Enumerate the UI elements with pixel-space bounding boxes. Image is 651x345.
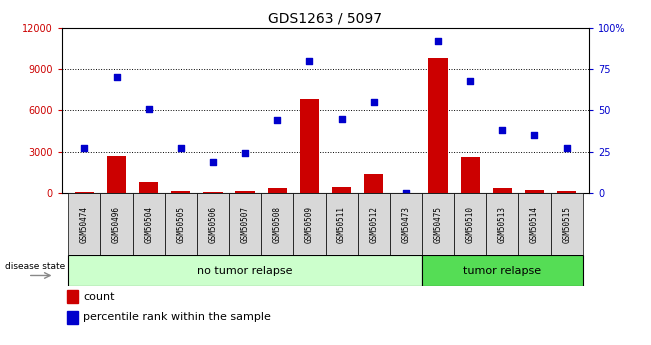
Text: GSM50512: GSM50512 <box>369 206 378 243</box>
Bar <box>390 193 422 255</box>
Bar <box>236 191 255 193</box>
Bar <box>299 99 319 193</box>
Bar <box>422 255 583 286</box>
Point <box>304 58 314 63</box>
Point <box>561 146 572 151</box>
Text: GSM50473: GSM50473 <box>402 206 410 243</box>
Bar <box>68 193 100 255</box>
Text: count: count <box>83 292 115 302</box>
Point <box>337 116 347 121</box>
Point <box>176 146 186 151</box>
Bar <box>332 187 352 193</box>
Bar <box>165 193 197 255</box>
Bar <box>364 174 383 193</box>
Point <box>240 151 251 156</box>
Point <box>208 159 218 165</box>
Bar <box>75 191 94 193</box>
Text: GSM50515: GSM50515 <box>562 206 571 243</box>
Point <box>272 118 283 123</box>
Point <box>529 132 540 138</box>
Bar <box>486 193 518 255</box>
Point <box>368 99 379 105</box>
Point <box>465 78 475 83</box>
Text: tumor relapse: tumor relapse <box>464 266 542 276</box>
Bar <box>525 190 544 193</box>
Bar <box>422 193 454 255</box>
Text: GSM50513: GSM50513 <box>498 206 507 243</box>
Bar <box>203 191 223 193</box>
Text: percentile rank within the sample: percentile rank within the sample <box>83 313 271 322</box>
Point <box>433 38 443 43</box>
Text: GSM50505: GSM50505 <box>176 206 186 243</box>
Bar <box>139 182 158 193</box>
Text: GSM50496: GSM50496 <box>112 206 121 243</box>
Bar <box>100 193 133 255</box>
Bar <box>428 58 448 193</box>
Point <box>111 75 122 80</box>
Bar <box>133 193 165 255</box>
Bar <box>518 193 551 255</box>
Bar <box>493 188 512 193</box>
Bar <box>551 193 583 255</box>
Text: GSM50475: GSM50475 <box>434 206 443 243</box>
Bar <box>68 255 422 286</box>
Text: GSM50506: GSM50506 <box>208 206 217 243</box>
Point <box>79 146 90 151</box>
Bar <box>171 191 191 193</box>
Text: no tumor relapse: no tumor relapse <box>197 266 293 276</box>
Bar <box>261 193 294 255</box>
Bar <box>229 193 261 255</box>
Text: GSM50510: GSM50510 <box>465 206 475 243</box>
Text: GSM50504: GSM50504 <box>144 206 153 243</box>
Point <box>400 190 411 196</box>
Text: GSM50508: GSM50508 <box>273 206 282 243</box>
Bar <box>357 193 390 255</box>
Text: GSM50514: GSM50514 <box>530 206 539 243</box>
Bar <box>268 188 287 193</box>
Bar <box>67 290 77 303</box>
Bar <box>67 311 77 324</box>
Title: GDS1263 / 5097: GDS1263 / 5097 <box>268 11 383 25</box>
Bar <box>557 191 576 193</box>
Bar <box>326 193 357 255</box>
Text: GSM50474: GSM50474 <box>80 206 89 243</box>
Point <box>143 106 154 111</box>
Text: GSM50507: GSM50507 <box>241 206 249 243</box>
Text: disease state: disease state <box>5 262 65 271</box>
Text: GSM50511: GSM50511 <box>337 206 346 243</box>
Bar <box>454 193 486 255</box>
Bar <box>197 193 229 255</box>
Bar <box>460 157 480 193</box>
Point <box>497 128 508 133</box>
Bar <box>294 193 326 255</box>
Text: GSM50509: GSM50509 <box>305 206 314 243</box>
Bar <box>107 156 126 193</box>
